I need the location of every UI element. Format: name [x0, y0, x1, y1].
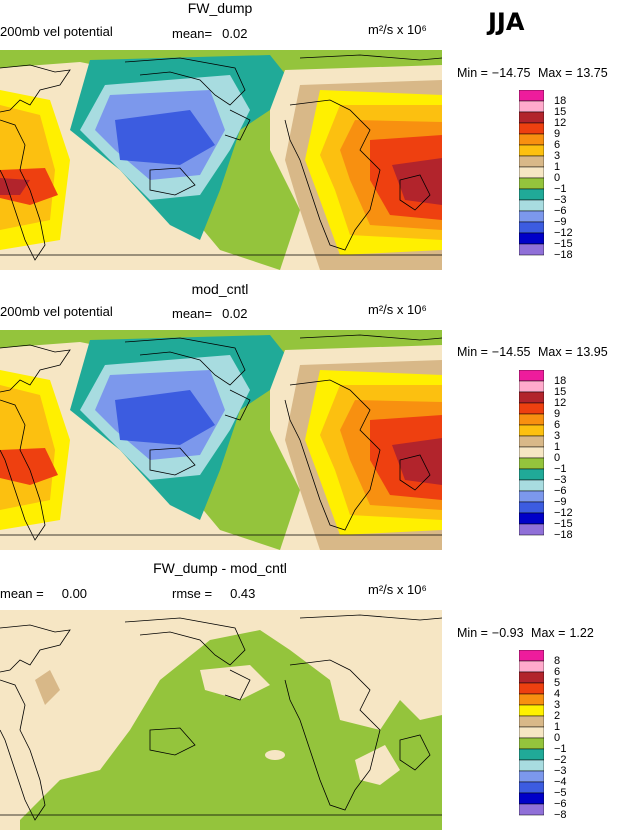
panel1-min-value: −14.75 — [491, 66, 531, 80]
panel1-cbar-label: −3 — [554, 194, 567, 206]
panel2-cbar-label: 18 — [554, 375, 567, 387]
panel1-max-label: Max = — [538, 66, 573, 80]
panel2-cbar-label: 0 — [554, 452, 561, 464]
panel2-cbar-label: −3 — [554, 474, 567, 486]
panel1-cbar-label: 3 — [554, 150, 561, 162]
panel3-cbar-label: 8 — [554, 655, 561, 667]
panel2-cbar-label: −18 — [554, 529, 573, 541]
panel3-cbar-label: −3 — [554, 765, 567, 777]
panel3-max-value: 1.22 — [569, 626, 594, 640]
panel2-max-value: 13.95 — [576, 345, 608, 359]
panel2-cbar-label: 3 — [554, 430, 561, 442]
panel1-map — [0, 50, 442, 270]
panel1-cbar-label: −1 — [554, 183, 567, 195]
panel1-cbar-label: 18 — [554, 95, 567, 107]
panel1-cbar-label: −12 — [554, 227, 573, 239]
panel3-cbar-label: 0 — [554, 732, 561, 744]
panel1-cbar-label: 9 — [554, 128, 561, 140]
panel1-cbar-label: 0 — [554, 172, 561, 184]
panel3-min-value: −0.93 — [491, 626, 524, 640]
panel3-cbar-label: −5 — [554, 787, 567, 799]
panel3-cbar-label: 2 — [554, 710, 561, 722]
panel2-title: mod_cntl — [191, 281, 249, 297]
panel3-cbar-label: −2 — [554, 754, 567, 766]
panel1-stat-value: 0.02 — [222, 26, 248, 41]
panel2-colorbar — [518, 369, 545, 551]
panel2-max-label: Max = — [538, 345, 573, 359]
panel3-colorbar — [518, 649, 545, 831]
panel3-cbar-label: −4 — [554, 776, 567, 788]
panel1-cbar-label: −6 — [554, 205, 567, 217]
panel2-min-value: −14.55 — [491, 345, 531, 359]
panel2-cbar-label: 6 — [554, 419, 561, 431]
panel1-min-label: Min = — [457, 66, 488, 80]
panel2-stat-label: mean= — [172, 306, 213, 321]
panel2-minmax: Min = −14.55 Max = 13.95 — [457, 345, 612, 359]
panel2-colorbar-swatches — [518, 369, 545, 536]
panel3-cbar-label: 5 — [554, 677, 561, 689]
panel2-cbar-label: 12 — [554, 397, 567, 409]
panel1-cbar-label: 6 — [554, 139, 561, 151]
panel1-title: FW_dump — [187, 0, 253, 16]
panel1-cbar-label: −9 — [554, 216, 567, 228]
panel2-cbar-label: 1 — [554, 441, 561, 453]
panel2-min-label: Min = — [457, 345, 488, 359]
panel2-units: m²/s x 10⁶ — [368, 302, 427, 317]
panel1-cbar-label: 15 — [554, 106, 567, 118]
panel2-cbar-label: 15 — [554, 386, 567, 398]
panel3-min-label: Min = — [457, 626, 488, 640]
panel1-units: m²/s x 10⁶ — [368, 22, 427, 37]
panel1-minmax: Min = −14.75 Max = 13.75 — [457, 66, 612, 80]
panel3-title: FW_dump - mod_cntl — [153, 560, 287, 576]
panel3-stat-label: rmse = — [172, 586, 213, 601]
panel2-map — [0, 330, 442, 550]
panel3-left: mean = 0.00 — [0, 586, 87, 601]
panel1-cbar-label: −15 — [554, 238, 573, 250]
panel2-cbar-label: −12 — [554, 507, 573, 519]
panel3-cbar-label: −8 — [554, 809, 567, 821]
panel2-cbar-label: −15 — [554, 518, 573, 530]
panel3-cbar-label: −1 — [554, 743, 567, 755]
panel3-stat-value: 0.43 — [230, 586, 256, 601]
panel3-stat: rmse = 0.43 — [172, 586, 255, 601]
panel1-left-label: 200mb vel potential — [0, 24, 113, 39]
panel3-minmax: Min = −0.93 Max = 1.22 — [457, 626, 598, 640]
panel2-cbar-label: −6 — [554, 485, 567, 497]
panel2-cbar-label: −9 — [554, 496, 567, 508]
panel3-left-value: 0.00 — [61, 586, 88, 601]
panel3-units: m²/s x 10⁶ — [368, 582, 427, 597]
panel2-cbar-label: 9 — [554, 408, 561, 420]
panel1-stat: mean= 0.02 — [172, 26, 247, 41]
panel2-stat-value: 0.02 — [222, 306, 248, 321]
panel2-left-label: 200mb vel potential — [0, 304, 113, 319]
panel1-cbar-label: 1 — [554, 161, 561, 173]
panel2-stat: mean= 0.02 — [172, 306, 247, 321]
panel3-left-label: mean = — [0, 586, 44, 601]
panel3-cbar-label: 3 — [554, 699, 561, 711]
panel3-cbar-label: 6 — [554, 666, 561, 678]
panel1-colorbar — [518, 89, 545, 271]
panel3-cbar-label: 1 — [554, 721, 561, 733]
panel1-cbar-label: −18 — [554, 249, 573, 261]
panel2-cbar-label: −1 — [554, 463, 567, 475]
panel3-max-label: Max = — [531, 626, 566, 640]
panel1-stat-label: mean= — [172, 26, 213, 41]
panel1-colorbar-swatches — [518, 89, 545, 256]
panel1-cbar-label: 12 — [554, 117, 567, 129]
panel3-colorbar-swatches — [518, 649, 545, 816]
panel1-max-value: 13.75 — [576, 66, 608, 80]
season-label: JJA — [488, 8, 525, 36]
panel3-cbar-label: 4 — [554, 688, 561, 700]
panel3-map — [0, 610, 442, 830]
panel3-cbar-label: −6 — [554, 798, 567, 810]
